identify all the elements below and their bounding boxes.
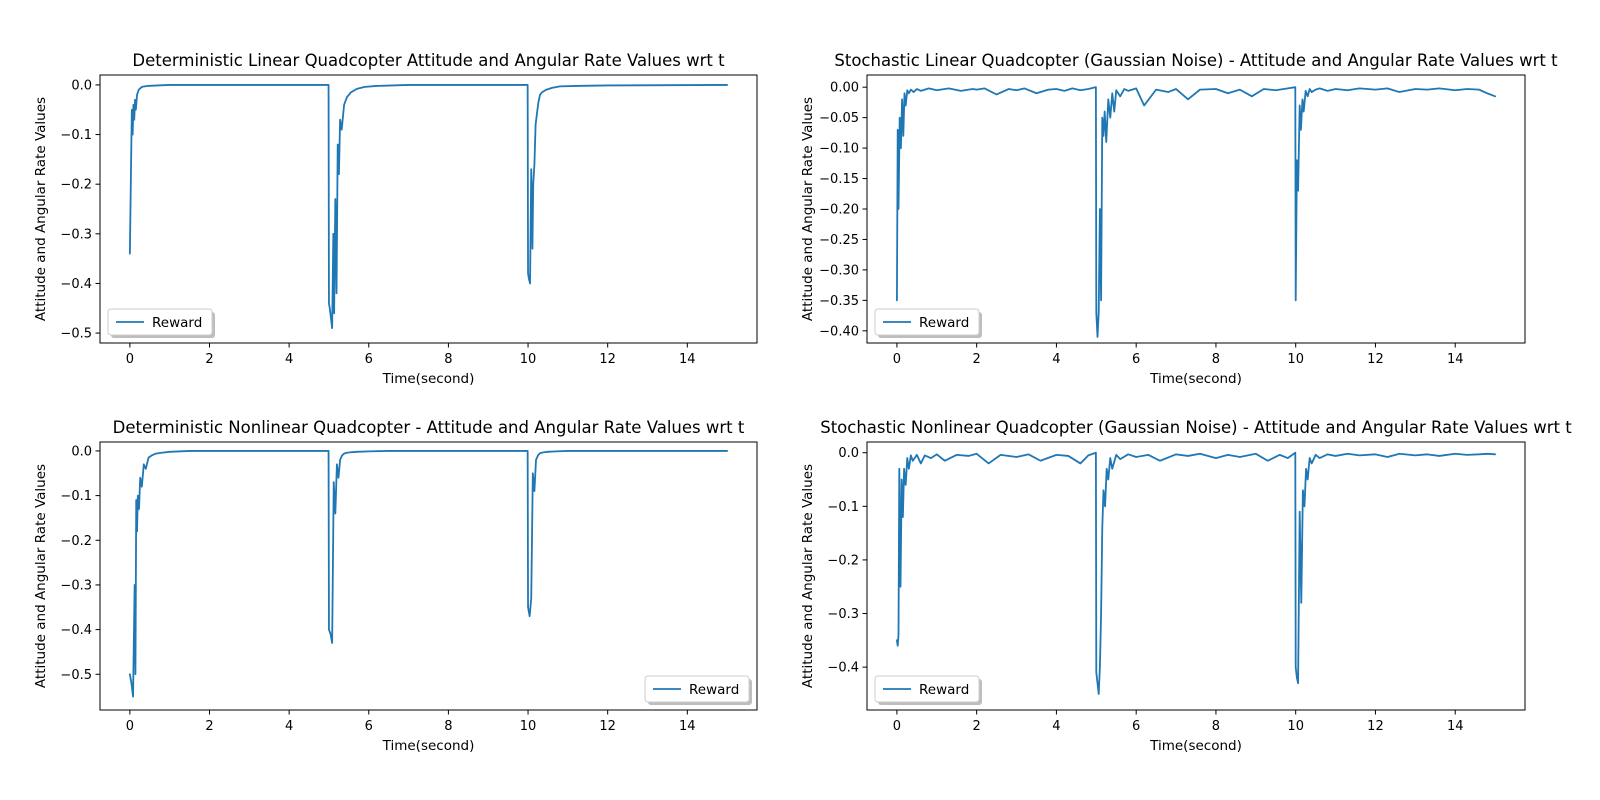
subplot-3: 0 2 4 6 8 10 12 14 0.0 −0.1 −0.2 −0.3 −0.4 −0.5 Determ… [33,418,758,754]
x-tick-label: 10 [520,352,537,367]
chart-title: Deterministic Linear Quadcopter Attitude… [132,51,725,70]
x-tick-label: 12 [1367,352,1384,367]
chart-title: Stochastic Linear Quadcopter (Gaussian N… [834,51,1558,70]
x-tick-label: 8 [1212,352,1220,367]
y-tick-label: −0.35 [819,294,859,309]
series-line-reward [128,450,729,698]
legend-box [874,675,980,703]
x-tick-label: 2 [205,352,213,367]
legend-box [644,675,750,703]
y-axis-label: Attitude and Angular Rate Values [33,97,49,321]
y-tick-label: −0.10 [819,142,859,157]
x-tick-label: 4 [1052,719,1060,734]
y-tick-label: −0.5 [60,327,92,342]
x-tick-label: 10 [1287,719,1304,734]
y-tick-label: −0.2 [827,553,859,568]
x-tick-label: 10 [520,719,537,734]
x-tick-label: 6 [365,352,373,367]
y-tick-label: −0.20 [819,203,859,218]
y-tick-label: 0.0 [71,78,92,93]
y-axis-label: Attitude and Angular Rate Values [33,464,49,688]
x-tick-label: 2 [973,352,981,367]
y-axis-label: Attitude and Angular Rate Values [800,464,816,688]
y-tick-label: −0.1 [60,489,92,504]
y-tick-label: −0.4 [827,661,859,676]
y-tick-label: 0.00 [830,81,859,96]
chart-title: Deterministic Nonlinear Quadcopter - Att… [113,418,745,437]
y-tick-label: −0.25 [819,233,859,248]
y-tick-label: −0.30 [819,263,859,278]
y-tick-label: −0.3 [60,578,92,593]
axes-frame [99,441,758,711]
x-tick-label: 2 [973,719,981,734]
x-tick-label: 10 [1287,352,1304,367]
x-tick-label: 4 [1052,352,1060,367]
x-tick-label: 0 [893,352,901,367]
y-tick-label: −0.3 [60,227,92,242]
y-tick-label: −0.1 [60,128,92,143]
y-tick-label: −0.5 [60,668,92,683]
series-line-reward [128,84,729,330]
axes-frame [99,74,758,344]
y-tick-label: 0.0 [838,446,859,461]
y-tick-label: −0.2 [60,534,92,549]
x-tick-label: 14 [679,719,696,734]
legend: Reward [107,308,215,338]
y-tick-label: −0.05 [819,111,859,126]
x-tick-label: 4 [285,719,293,734]
y-axis-label: Attitude and Angular Rate Values [800,97,816,321]
subplot-4: 0 2 4 6 8 10 12 14 0.0 −0.1 −0.2 −0.3 −0.4 Stochastic… [800,418,1572,754]
y-tick-label: −0.15 [819,172,859,187]
x-tick-label: 4 [285,352,293,367]
series-line-reward [896,86,1496,338]
x-tick-label: 2 [205,719,213,734]
x-tick-label: 12 [1367,719,1384,734]
legend-box [107,308,213,336]
x-tick-label: 6 [1132,352,1140,367]
x-axis-label: Time(second) [382,371,475,387]
y-tick-label: −0.2 [60,178,92,193]
chart-title: Stochastic Nonlinear Quadcopter (Gaussia… [820,418,1572,437]
x-tick-label: 8 [444,719,452,734]
x-tick-label: 12 [599,719,616,734]
series-line-reward [896,451,1496,695]
y-tick-label: −0.4 [60,277,92,292]
x-tick-label: 0 [893,719,901,734]
legend-label: Reward [152,315,202,331]
x-tick-label: 14 [679,352,696,367]
y-tick-label: −0.4 [60,623,92,638]
x-tick-label: 0 [126,719,134,734]
legend-label: Reward [689,682,739,698]
x-tick-label: 14 [1447,719,1464,734]
legend: Reward [874,308,982,338]
x-tick-label: 0 [126,352,134,367]
legend: Reward [644,675,752,705]
x-tick-label: 14 [1447,352,1464,367]
legend-label: Reward [919,682,969,698]
axes-frame [866,441,1526,711]
y-tick-label: −0.1 [827,500,859,515]
x-tick-label: 6 [365,719,373,734]
x-tick-label: 8 [1212,719,1220,734]
legend-box [874,308,980,336]
y-tick-label: −0.40 [819,324,859,339]
y-tick-label: 0.0 [71,444,92,459]
y-tick-label: −0.3 [827,607,859,622]
legend-label: Reward [919,315,969,331]
x-axis-label: Time(second) [1149,371,1242,387]
x-axis-label: Time(second) [382,738,475,754]
x-tick-label: 6 [1132,719,1140,734]
subplot-1: 0 2 4 6 8 10 12 14 0.0 −0.1 −0.2 −0.3 −0.4 −0.5 Determ… [33,51,758,387]
x-tick-label: 8 [444,352,452,367]
x-tick-label: 12 [599,352,616,367]
legend: Reward [874,675,982,705]
subplot-2: 0 2 4 6 8 10 12 14 0.00 −0.05 −0.10 −0.15 −0.20 −0.25… [800,51,1558,387]
x-axis-label: Time(second) [1149,738,1242,754]
